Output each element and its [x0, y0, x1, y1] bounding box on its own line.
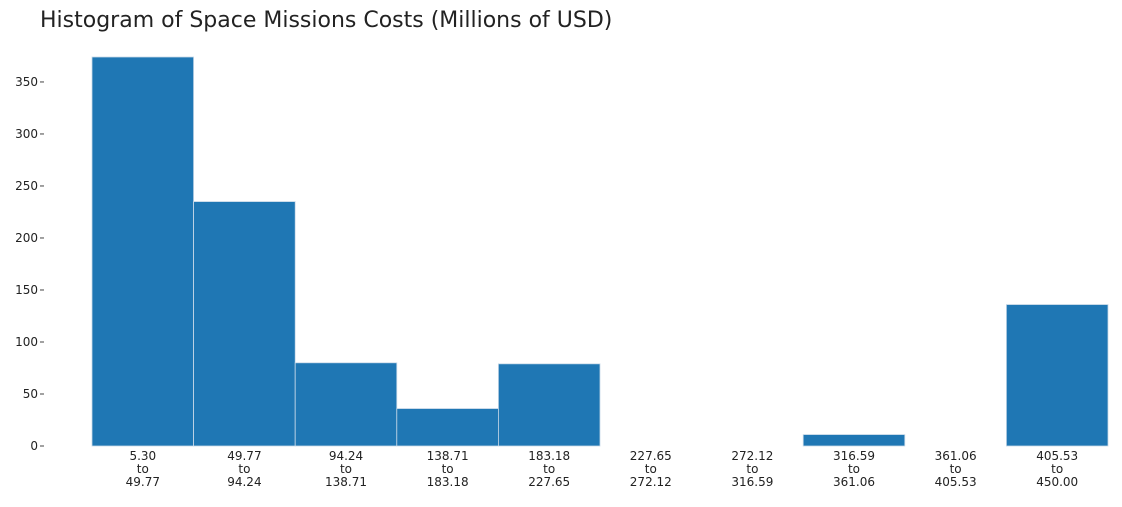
- x-tick-label-line: to: [442, 462, 454, 476]
- x-tick-label-line: 49.77: [126, 475, 160, 489]
- x-tick-label-line: 138.71: [427, 449, 469, 463]
- x-tick-label-line: 227.65: [528, 475, 570, 489]
- x-tick-label-line: 94.24: [329, 449, 363, 463]
- x-tick-label-line: to: [746, 462, 758, 476]
- histogram-bar: [802, 434, 906, 447]
- x-tick-label-line: 361.06: [935, 449, 977, 463]
- x-tick-label-line: 94.24: [227, 475, 261, 489]
- x-tick-label-line: 272.12: [630, 475, 672, 489]
- histogram-bar: [1006, 304, 1109, 447]
- x-tick-label-line: to: [238, 462, 250, 476]
- y-axis: 0 50 100 150 200 250 300 350: [15, 75, 44, 453]
- x-tick-label-line: to: [1051, 462, 1063, 476]
- x-tick-label-line: to: [543, 462, 555, 476]
- x-tick-label-line: 183.18: [528, 449, 570, 463]
- x-axis: 5.30to49.7749.77to94.2494.24to138.71138.…: [126, 449, 1079, 489]
- x-tick-label-line: 361.06: [833, 475, 875, 489]
- y-tick-label: 200: [15, 231, 38, 245]
- histogram-bar: [91, 56, 194, 447]
- chart-title: Histogram of Space Missions Costs (Milli…: [40, 8, 613, 33]
- x-tick-label-line: to: [645, 462, 657, 476]
- histogram-bar: [193, 201, 296, 447]
- y-tick-label: 250: [15, 179, 38, 193]
- y-tick-label: 0: [30, 439, 38, 453]
- x-tick-label-line: to: [340, 462, 352, 476]
- y-tick-label: 100: [15, 335, 38, 349]
- histogram-bar: [294, 362, 398, 447]
- x-tick-label-line: 5.30: [129, 449, 156, 463]
- x-tick-label-line: 138.71: [325, 475, 367, 489]
- x-tick-label-line: 316.59: [731, 475, 773, 489]
- y-tick-label: 350: [15, 75, 38, 89]
- y-tick-label: 300: [15, 127, 38, 141]
- x-tick-label-line: 49.77: [227, 449, 261, 463]
- x-tick-label-line: to: [848, 462, 860, 476]
- x-tick-label-line: to: [950, 462, 962, 476]
- histogram-bar: [497, 363, 601, 447]
- x-tick-label-line: 227.65: [630, 449, 672, 463]
- x-tick-label-line: 316.59: [833, 449, 875, 463]
- x-tick-label-line: 405.53: [1036, 449, 1078, 463]
- y-tick-label: 50: [23, 387, 38, 401]
- histogram-bar: [396, 408, 499, 447]
- x-tick-label-line: 183.18: [427, 475, 469, 489]
- y-tick-label: 150: [15, 283, 38, 297]
- x-tick-label-line: 450.00: [1036, 475, 1078, 489]
- x-tick-label-line: 405.53: [935, 475, 977, 489]
- x-tick-label-line: 272.12: [731, 449, 773, 463]
- x-tick-label-line: to: [137, 462, 149, 476]
- bars: [91, 56, 1109, 447]
